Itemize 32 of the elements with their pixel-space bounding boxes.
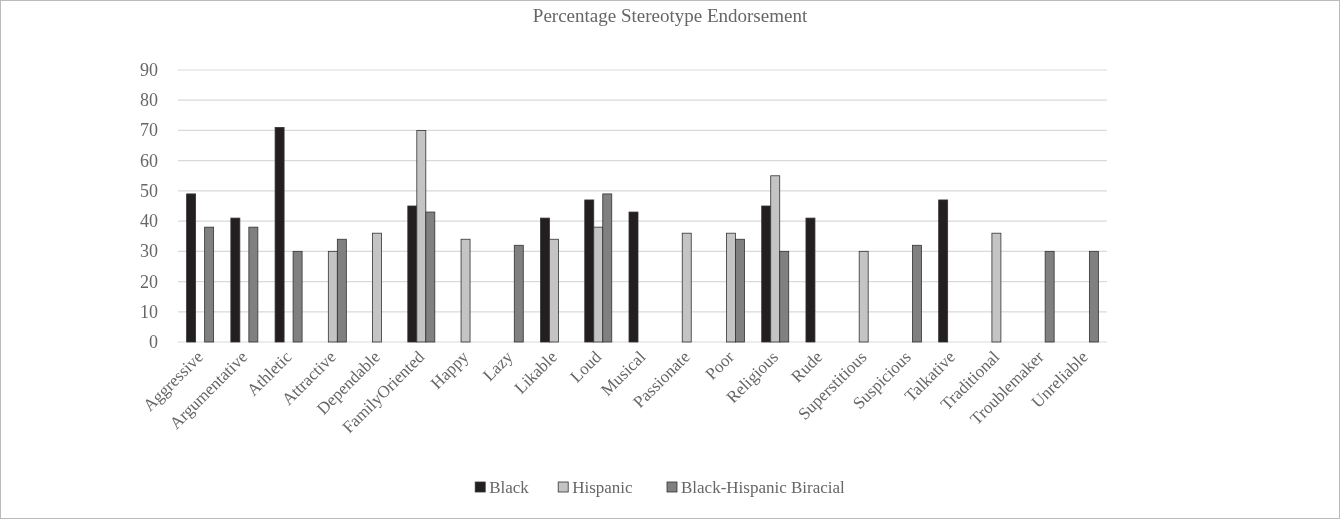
y-tick-label: 0 xyxy=(149,332,158,352)
bar xyxy=(274,127,285,343)
bar xyxy=(991,232,1002,343)
bar xyxy=(204,226,215,343)
bar xyxy=(805,217,816,343)
y-tick-label: 70 xyxy=(140,120,158,141)
legend-label: Black-Hispanic Biracial xyxy=(681,478,846,497)
y-tick-label: 20 xyxy=(140,271,158,292)
bar xyxy=(1088,250,1099,343)
bar xyxy=(681,232,692,343)
y-tick-label: 90 xyxy=(140,60,158,80)
y-tick-label: 30 xyxy=(140,241,158,262)
y-tick-label: 50 xyxy=(140,180,158,201)
bar xyxy=(372,232,382,343)
chart-title: Percentage Stereotype Endorsement xyxy=(532,5,808,26)
bar xyxy=(513,244,524,343)
bar xyxy=(938,199,949,343)
y-tick-label: 10 xyxy=(140,301,158,322)
bar xyxy=(858,250,869,343)
legend-label: Black xyxy=(489,478,530,497)
bar xyxy=(186,193,197,343)
y-tick-label: 60 xyxy=(140,150,158,171)
bar xyxy=(230,217,241,343)
y-tick-label: 40 xyxy=(140,211,158,232)
y-tick-label: 80 xyxy=(140,90,158,111)
bar xyxy=(912,244,922,343)
bar xyxy=(628,211,639,343)
bar xyxy=(1044,250,1055,343)
bar xyxy=(248,226,259,343)
bar xyxy=(292,250,303,343)
bar xyxy=(460,238,471,343)
legend-label: Hispanic xyxy=(572,478,634,497)
